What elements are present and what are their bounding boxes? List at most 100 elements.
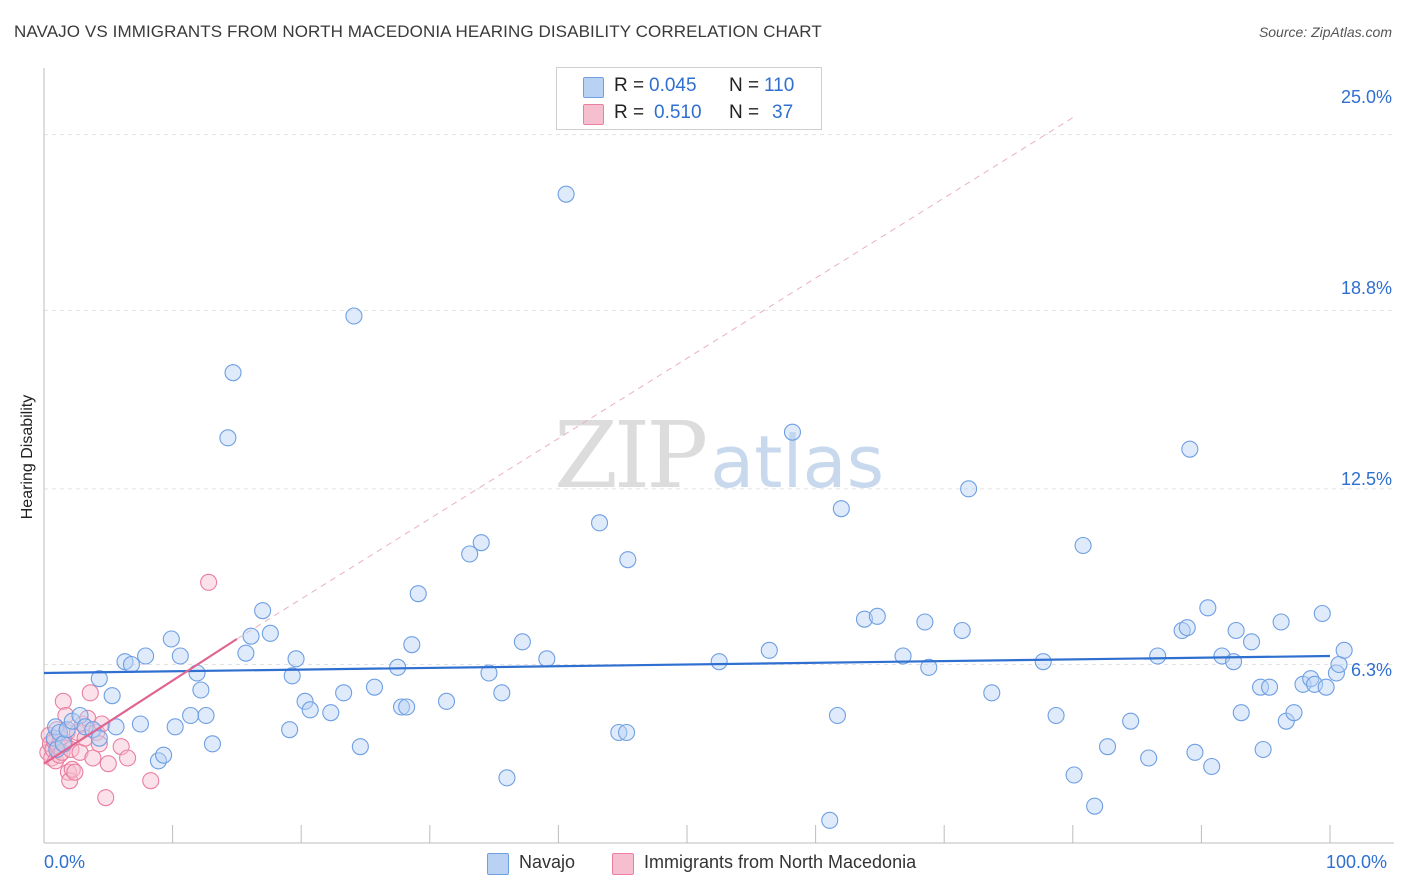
stats-legend: R = 0.045 N = 110 R = 0.510 N = 37: [556, 67, 822, 130]
navajo-point: [398, 698, 416, 716]
navajo-point: [953, 621, 971, 640]
navajo-point: [403, 636, 421, 654]
macedonia-point: [84, 749, 102, 767]
macedonia-trend-line: [43, 638, 238, 765]
y-axis-label: Hearing Disability: [19, 394, 36, 520]
navajo-point: [472, 534, 490, 552]
navajo-point: [1098, 738, 1117, 756]
navajo-point: [237, 644, 255, 662]
macedonia-point: [200, 573, 218, 591]
series-legend: Navajo Immigrants from North Macedonia: [0, 852, 1406, 878]
navajo-point: [710, 653, 728, 671]
navajo-point: [1149, 647, 1167, 665]
navajo-point: [1227, 621, 1245, 640]
navajo-point: [1086, 797, 1104, 815]
y-tick-label: 6.3%: [1350, 660, 1392, 680]
r-value: 0.045: [649, 75, 697, 96]
navajo-legend-swatch: [487, 853, 509, 875]
navajo-point: [242, 627, 260, 645]
navajo-point: [1122, 712, 1140, 730]
navajo-point: [335, 684, 353, 702]
navajo-point: [538, 650, 556, 668]
navajo-point: [437, 692, 456, 710]
navajo-point: [855, 610, 874, 628]
navajo-point: [166, 718, 184, 736]
navajo-point: [224, 364, 242, 382]
navajo-point: [480, 664, 498, 682]
navajo-point: [983, 684, 1001, 702]
navajo-point: [1272, 613, 1290, 631]
navajo-point: [192, 681, 210, 699]
n-label: N =: [729, 102, 760, 123]
y-tick-label: 25.0%: [1340, 87, 1392, 107]
macedonia-point: [63, 760, 81, 778]
navajo-point: [301, 701, 319, 719]
navajo-point: [1199, 599, 1217, 617]
navajo-point: [1186, 743, 1204, 761]
navajo-trend-line: [43, 654, 1331, 675]
navajo-point: [54, 735, 72, 753]
navajo-point: [283, 667, 301, 685]
navajo-point: [90, 729, 108, 747]
navajo-point: [365, 678, 384, 696]
macedonia-point: [97, 789, 115, 807]
macedonia-point: [66, 763, 84, 781]
navajo-point: [1140, 749, 1158, 767]
macedonia-point: [142, 772, 160, 790]
macedonia-point: [119, 749, 137, 767]
source-credit: Source: ZipAtlas.com: [1258, 24, 1392, 40]
navajo-point: [868, 607, 886, 625]
navajo-point: [162, 630, 180, 648]
macedonia-point: [81, 684, 99, 702]
x-tick-label-max: 100.0%: [1326, 852, 1388, 872]
navajo-point: [261, 624, 279, 642]
y-tick-label: 18.8%: [1340, 278, 1392, 298]
navajo-point: [832, 500, 850, 518]
navajo-point: [103, 687, 121, 705]
navajo-point: [493, 684, 511, 702]
n-value: 37: [772, 102, 794, 123]
navajo-point: [345, 307, 363, 325]
n-value: 110: [764, 75, 795, 96]
legend-label: Immigrants from North Macedonia: [644, 852, 917, 872]
navajo-point: [1317, 678, 1335, 696]
navajo-point: [254, 602, 272, 620]
navajo-point: [197, 706, 215, 725]
navajo-point: [591, 514, 609, 532]
navajo-point: [409, 585, 427, 603]
navajo-point: [1232, 704, 1250, 722]
navajo-point: [1065, 766, 1083, 784]
navajo-point: [1178, 619, 1196, 637]
navajo-point: [821, 811, 839, 829]
macedonia-point: [57, 706, 75, 725]
navajo-point: [1335, 641, 1353, 659]
navajo-point: [1285, 704, 1303, 722]
navajo-point: [1225, 653, 1243, 671]
navajo-point: [219, 429, 237, 447]
navajo-point: [322, 704, 340, 722]
watermark-zip: ZIP: [554, 402, 708, 509]
legend-label: Navajo: [519, 852, 576, 872]
navajo-point: [1034, 653, 1052, 671]
r-label: R =: [614, 75, 645, 96]
navajo-point: [1173, 621, 1191, 640]
r-label: R =: [614, 102, 645, 123]
navajo-point: [1261, 678, 1279, 696]
navajo-point: [287, 650, 305, 668]
navajo-point: [107, 718, 125, 736]
navajo-point: [1243, 633, 1261, 651]
navajo-point: [513, 633, 531, 651]
n-label: N =: [729, 75, 760, 96]
navajo-point: [1313, 604, 1331, 623]
navajo-point: [1074, 536, 1092, 555]
navajo-point: [171, 647, 189, 665]
navajo-point: [960, 480, 978, 498]
navajo-point: [1203, 757, 1221, 776]
navajo-point: [281, 721, 299, 739]
navajo-point: [1252, 678, 1270, 696]
macedonia-point: [99, 755, 117, 773]
navajo-point: [392, 698, 411, 716]
navajo-point: [131, 715, 149, 733]
navajo-point: [155, 746, 173, 764]
